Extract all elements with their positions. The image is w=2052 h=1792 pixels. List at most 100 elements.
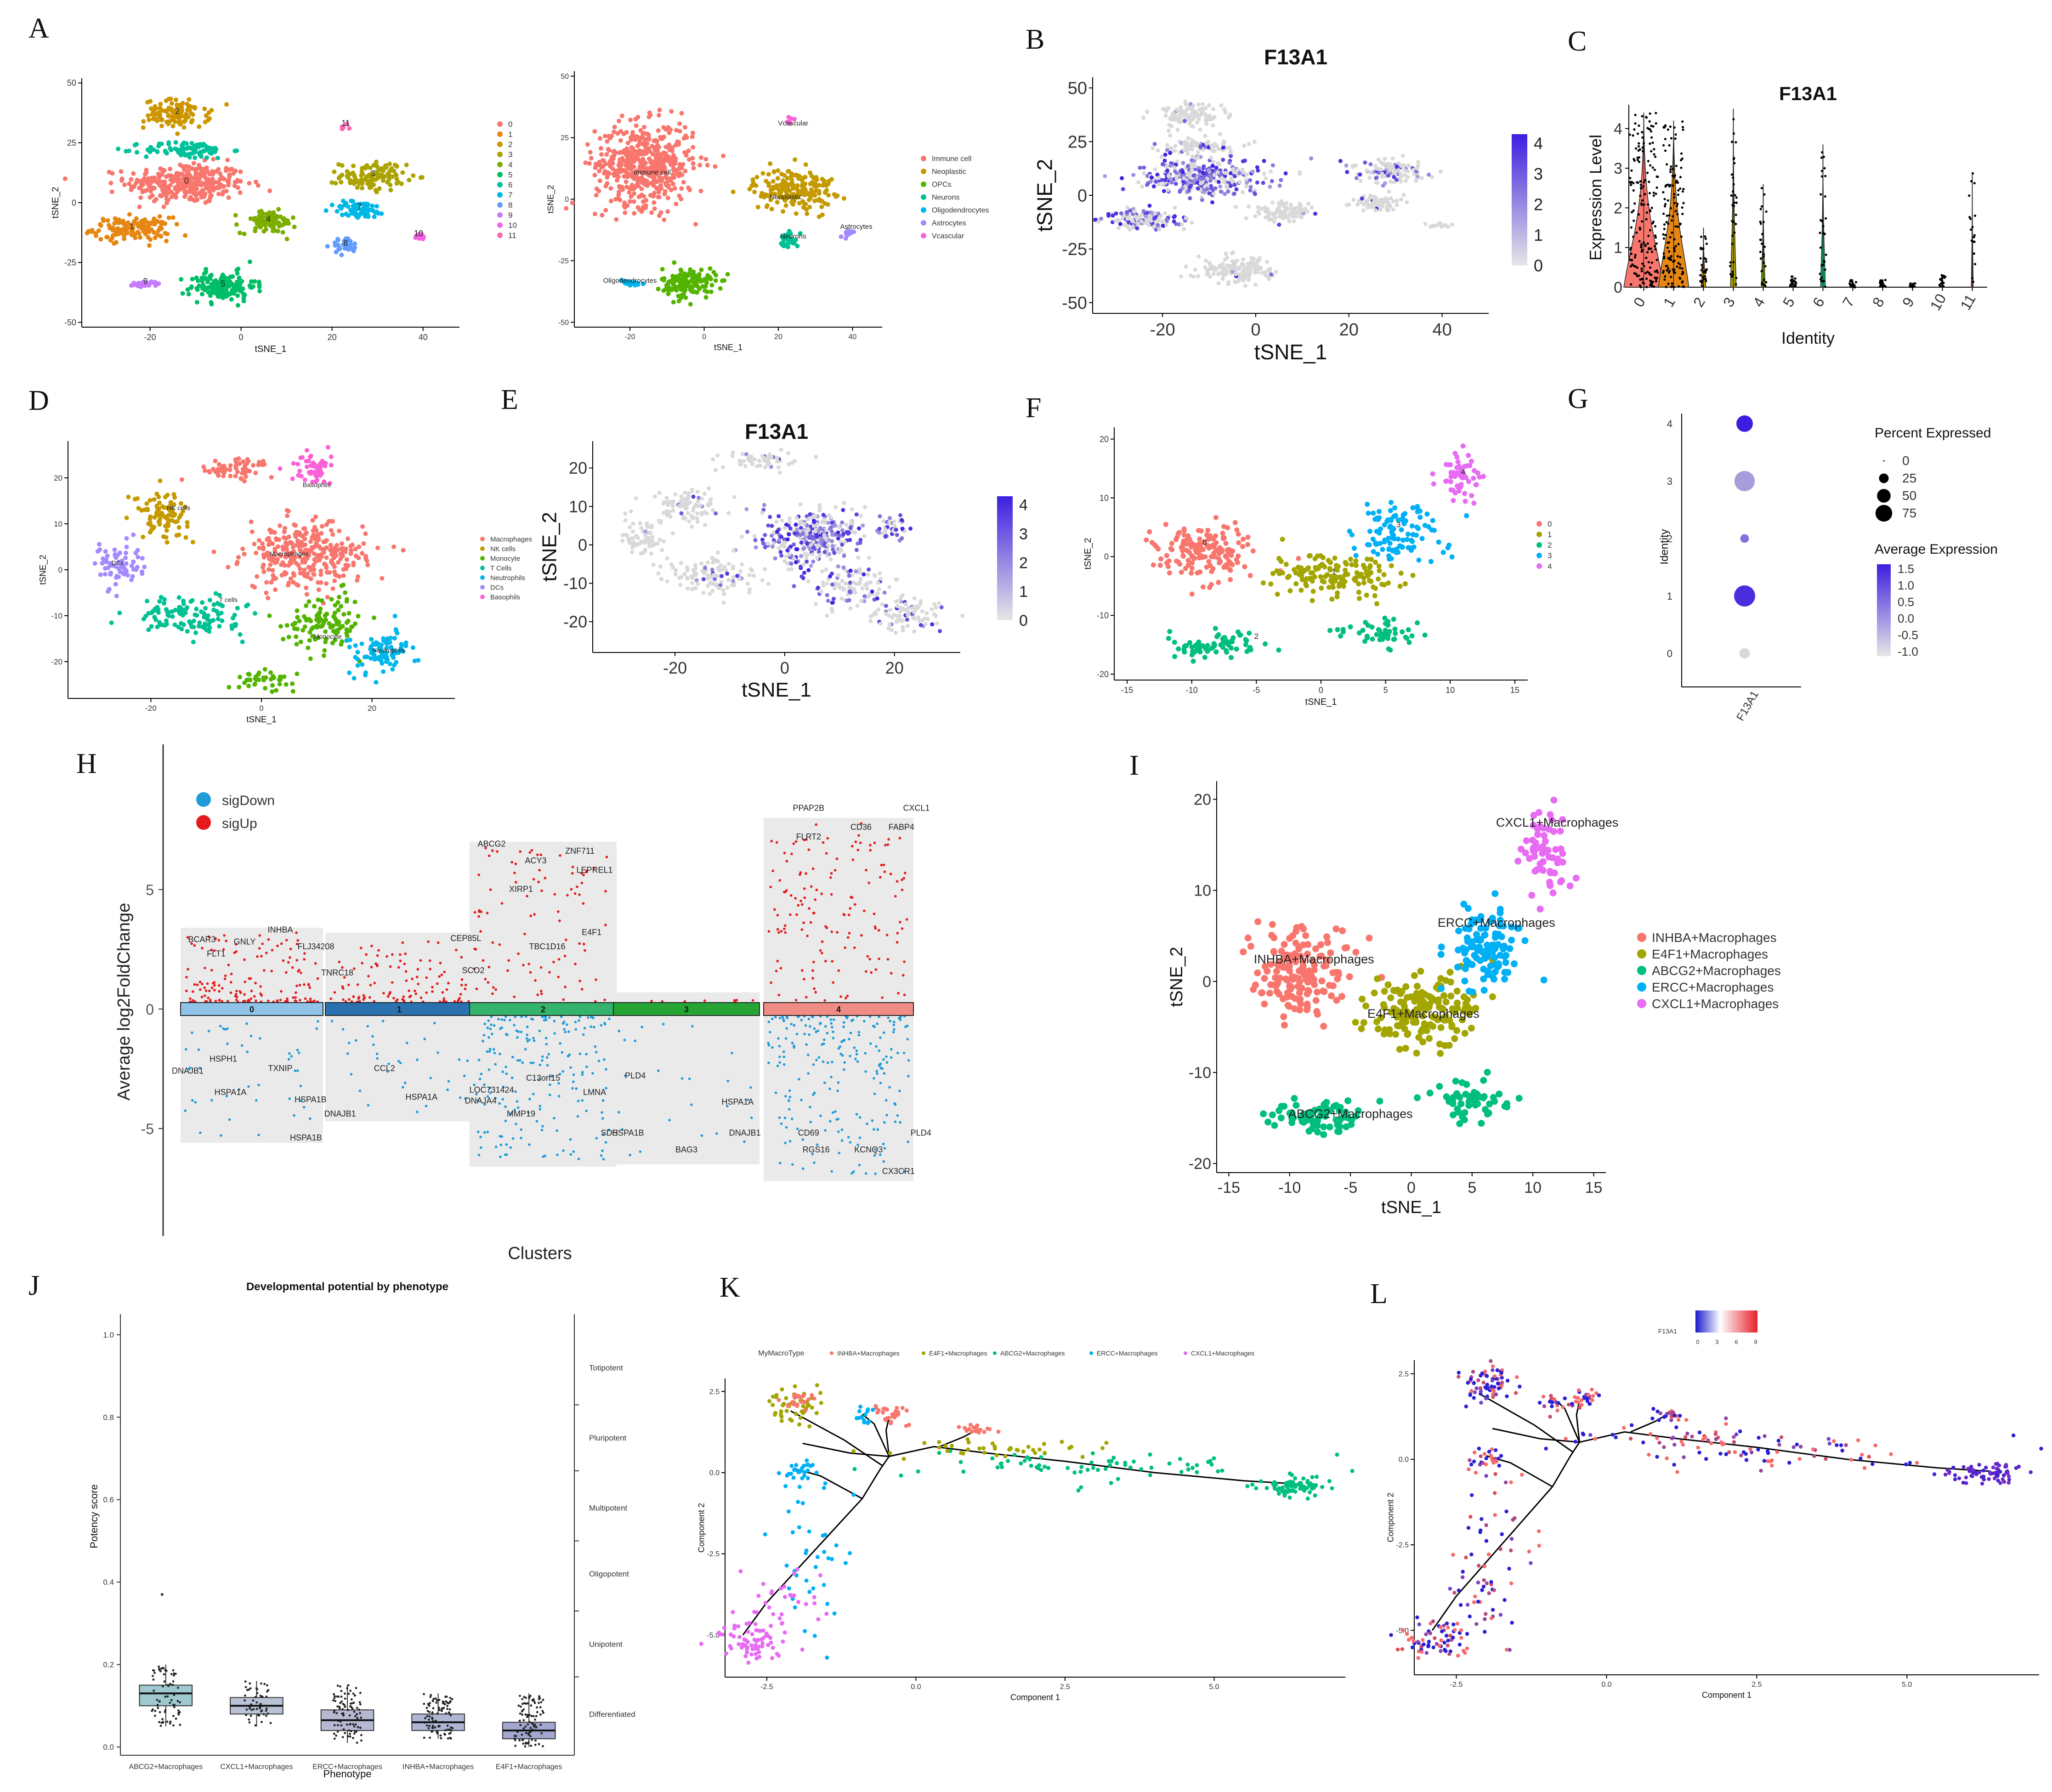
data-point: [237, 685, 242, 690]
data-point: [350, 624, 355, 629]
data-point: [113, 582, 118, 587]
data-point: [1287, 219, 1292, 224]
data-point: [1652, 191, 1655, 194]
legend-label: 7: [508, 191, 512, 199]
data-point: [1790, 280, 1793, 283]
data-point: [290, 476, 295, 481]
data-point: [1644, 179, 1646, 181]
data-point: [1248, 185, 1253, 189]
data-point: [191, 191, 196, 196]
data-point: [1643, 203, 1645, 206]
cluster-annotation: Basophils: [303, 481, 331, 488]
data-point: [316, 535, 321, 540]
data-point: [325, 445, 330, 450]
data-point: [1156, 218, 1160, 223]
data-point: [1970, 180, 1973, 182]
data-point: [388, 187, 393, 193]
data-point: [1639, 183, 1642, 187]
data-point: [1732, 132, 1735, 135]
data-point: [1641, 220, 1644, 223]
data-point: [1674, 210, 1677, 213]
data-point: [189, 141, 194, 146]
data-point: [1734, 194, 1736, 197]
data-point: [270, 689, 275, 694]
data-point: [1368, 162, 1373, 167]
data-point: [631, 199, 636, 204]
data-point: [1219, 176, 1224, 180]
x-axis-title: tSNE_1: [742, 679, 811, 701]
data-point: [795, 244, 800, 249]
data-point: [314, 617, 319, 622]
data-point: [298, 455, 303, 460]
data-point: [1729, 261, 1732, 264]
data-point: [236, 303, 241, 308]
panel-label-h: H: [76, 748, 97, 779]
data-point: [1190, 221, 1194, 225]
data-point: [1271, 212, 1276, 216]
data-point: [191, 624, 196, 629]
data-point: [1430, 175, 1434, 179]
data-point: [1283, 208, 1288, 212]
x-axis-title: tSNE_1: [255, 344, 287, 354]
data-point: [261, 569, 266, 574]
data-point: [679, 197, 684, 202]
data-point: [1226, 280, 1231, 284]
data-point: [1186, 116, 1190, 121]
data-point: [661, 288, 666, 293]
data-point: [1211, 123, 1215, 128]
data-point: [1141, 171, 1146, 176]
data-point: [1189, 107, 1193, 111]
data-point: [1649, 164, 1652, 167]
data-point: [1246, 204, 1251, 209]
data-point: [401, 548, 406, 553]
data-point: [1268, 185, 1272, 189]
data-point: [148, 221, 153, 226]
data-point: [181, 119, 187, 125]
data-point: [1761, 233, 1764, 236]
data-point: [811, 191, 816, 196]
data-point: [1732, 118, 1735, 121]
data-point: [1280, 202, 1284, 206]
legend-label: Neurons: [932, 194, 959, 202]
data-point: [224, 294, 229, 299]
data-point: [1225, 263, 1230, 268]
data-point: [177, 610, 182, 615]
data-point: [691, 145, 696, 150]
legend-label: 9: [508, 211, 512, 220]
data-point: [295, 615, 300, 620]
data-point: [1884, 278, 1887, 282]
x-axis-title: Identity: [1781, 329, 1835, 347]
data-point: [1641, 131, 1644, 134]
data-point: [263, 675, 268, 680]
data-point: [1270, 163, 1275, 168]
data-point: [1178, 116, 1182, 121]
data-point: [279, 573, 284, 578]
data-point: [1241, 269, 1245, 274]
data-point: [394, 628, 399, 633]
data-point: [1360, 196, 1364, 201]
data-point: [1676, 204, 1678, 208]
data-point: [323, 208, 329, 213]
data-point: [184, 176, 189, 181]
data-point: [147, 243, 152, 248]
data-point: [291, 558, 296, 563]
data-point: [1653, 169, 1656, 171]
data-point: [1244, 172, 1249, 177]
data-point: [1701, 266, 1704, 269]
data-point: [1197, 108, 1202, 112]
data-point: [1190, 124, 1194, 129]
data-point: [825, 202, 830, 207]
data-point: [841, 196, 846, 201]
data-point: [1699, 257, 1702, 260]
data-point: [1204, 258, 1208, 263]
data-point: [669, 148, 675, 153]
data-point: [1649, 273, 1651, 276]
data-point: [329, 549, 334, 554]
data-point: [614, 217, 619, 222]
data-point: [691, 165, 696, 170]
data-point: [390, 667, 395, 672]
data-point: [1705, 242, 1708, 245]
data-point: [1645, 211, 1648, 214]
data-point: [1298, 208, 1302, 213]
